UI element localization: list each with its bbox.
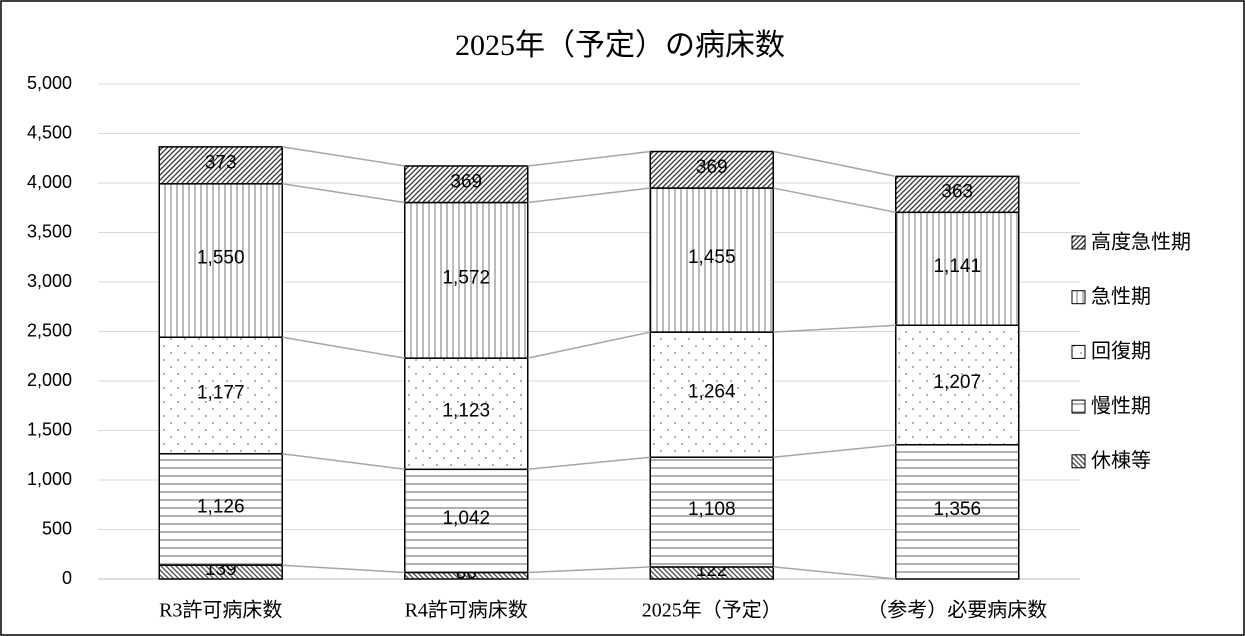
series-line [773, 187, 896, 214]
y-tick-label: 2,500 [27, 320, 72, 340]
legend-label: 急性期 [1091, 285, 1151, 308]
bar-segment [895, 175, 1020, 214]
chart-title: 2025年（予定）の病床数 [455, 29, 785, 62]
bar-segment [895, 324, 1020, 446]
y-tick-label: 0 [62, 568, 72, 588]
series-line [773, 324, 896, 333]
series-line [527, 187, 651, 204]
data-label: 1,042 [442, 508, 490, 529]
bar-segment [895, 211, 1020, 327]
data-label: 1,123 [442, 401, 490, 422]
series-line [527, 150, 651, 167]
legend-swatch [1071, 454, 1086, 469]
y-tick-label: 4,000 [27, 172, 72, 192]
bar-segment [404, 201, 529, 359]
data-label: 1,550 [197, 248, 245, 269]
bar-segment [404, 357, 529, 471]
bar-segment [895, 444, 1020, 580]
bar-segment [404, 468, 529, 574]
y-tick-label: 500 [42, 518, 72, 538]
data-label: 1,207 [933, 372, 981, 393]
data-label: 1,455 [688, 247, 736, 268]
legend-label: 慢性期 [1091, 394, 1151, 417]
y-tick-label: 3,000 [27, 271, 72, 291]
x-tick-label: 2025年（予定） [642, 599, 782, 622]
bar-segment [649, 331, 774, 458]
x-tick-label: （参考）必要病床数 [867, 599, 1047, 622]
bar-segment [158, 336, 283, 455]
bar-segment [158, 183, 283, 338]
legend-swatch [1071, 399, 1086, 414]
series-line [527, 456, 651, 471]
data-label: 1,108 [688, 499, 736, 520]
data-label: 1,264 [688, 382, 736, 403]
legend-label: 回復期 [1091, 340, 1151, 363]
y-tick-label: 1,500 [27, 419, 72, 439]
y-tick-label: 2,000 [27, 370, 72, 390]
bar-segment [649, 187, 774, 333]
legend-swatch [1071, 235, 1086, 250]
bar-segment [158, 146, 283, 185]
series-line [282, 336, 405, 359]
data-label: 363 [941, 181, 973, 202]
data-label: 369 [450, 171, 482, 192]
data-label: 1,177 [197, 383, 245, 404]
y-tick-label: 4,500 [27, 122, 72, 142]
legend-label: 高度急性期 [1091, 230, 1191, 253]
y-tick-label: 5,000 [27, 73, 72, 93]
data-label: 1,356 [933, 499, 981, 520]
legend-label: 休棟等 [1091, 449, 1151, 472]
y-tick-label: 3,500 [27, 221, 72, 241]
y-tick-label: 1,000 [27, 469, 72, 489]
legend-swatch [1071, 290, 1086, 305]
data-label: 369 [696, 157, 728, 178]
x-tick-label: R4許可病床数 [405, 599, 528, 622]
legend-swatch [1071, 344, 1086, 359]
series-line [282, 146, 405, 167]
x-tick-label: R3許可病床数 [159, 599, 282, 622]
series-line [773, 566, 896, 580]
series-line [527, 331, 651, 359]
series-line [282, 183, 405, 204]
data-label: 373 [205, 152, 237, 173]
series-line [527, 566, 651, 574]
data-label: 1,572 [442, 267, 490, 288]
bar-segment [649, 456, 774, 568]
data-label: 1,126 [197, 497, 245, 518]
series-line [773, 150, 896, 178]
series-line [282, 564, 405, 574]
bar-segment [158, 453, 283, 566]
series-line [282, 453, 405, 471]
bar-segment [649, 150, 774, 189]
data-label: 1,141 [933, 256, 981, 277]
bar-segment [404, 165, 529, 204]
series-line [773, 444, 896, 458]
